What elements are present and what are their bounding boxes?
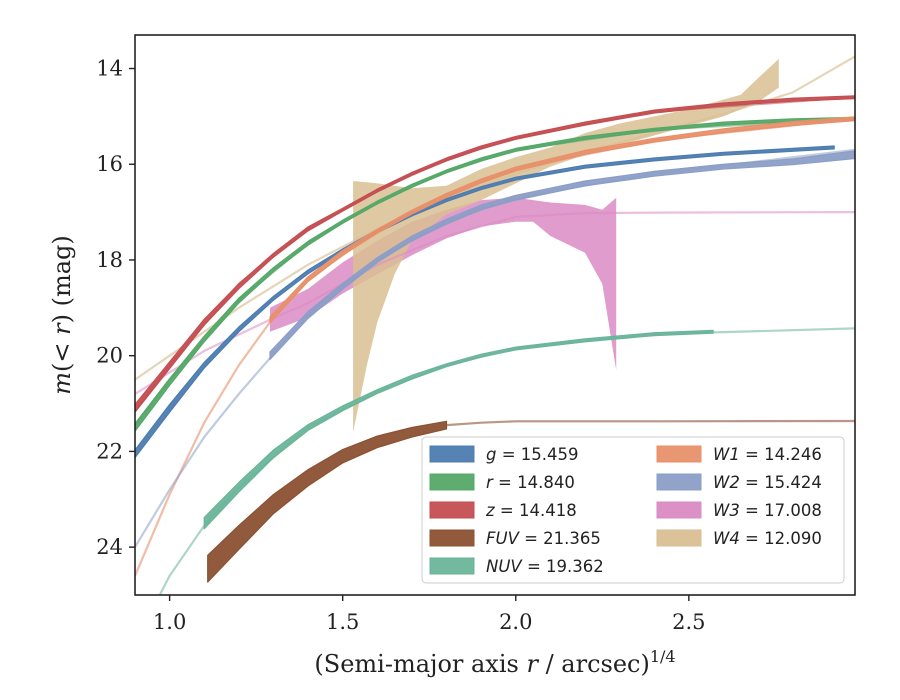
- series-z-band: [135, 95, 855, 413]
- x-tick-label: 1.5: [326, 610, 359, 634]
- y-tick-label: 16: [96, 152, 123, 176]
- legend-swatch: [656, 501, 702, 519]
- y-axis-label: m(< r) (mag): [48, 235, 76, 395]
- series-g-band: [135, 145, 835, 459]
- y-tick-label: 22: [96, 439, 123, 463]
- legend-entry-label: z = 14.418: [485, 501, 577, 520]
- x-tick-label: 2.0: [499, 610, 532, 634]
- legend-swatch: [656, 473, 702, 491]
- series-r-band: [135, 116, 855, 432]
- legend-swatch: [429, 501, 475, 519]
- series-w1-band: [269, 116, 855, 324]
- legend-entry-label: FUV = 21.365: [486, 529, 601, 548]
- legend-entry-label: NUV = 19.362: [486, 557, 604, 576]
- legend-entry-label: W2 = 15.424: [713, 473, 822, 492]
- legend-swatch: [656, 529, 702, 547]
- legend-swatch: [656, 445, 702, 463]
- y-tick-label: 20: [96, 344, 123, 368]
- legend-entry-label: W3 = 17.008: [713, 501, 822, 520]
- plot-area: [135, 55, 855, 595]
- legend: g = 15.459 r = 14.840 z = 14.418 FUV = 21.3…: [421, 436, 845, 584]
- legend-swatch: [429, 473, 475, 491]
- legend-swatch: [429, 445, 475, 463]
- legend-entry-label: W1 = 14.246: [713, 445, 822, 464]
- y-tick-label: 18: [96, 248, 123, 272]
- series-w3-band: [270, 197, 617, 370]
- plot-frame: [134, 34, 856, 596]
- x-axis-label: (Semi-major axis r / arcsec)1/4: [314, 647, 675, 678]
- y-tick-label: 24: [96, 535, 123, 559]
- legend-swatch: [429, 529, 475, 547]
- series-w2-band: [269, 150, 855, 361]
- series-fuv-band: [207, 420, 448, 583]
- legend-entry-label: g = 15.459: [486, 445, 579, 464]
- model-curve-8: [445, 419, 855, 427]
- series-w4-band: [353, 58, 779, 433]
- x-tick-label: 2.5: [672, 610, 705, 634]
- axes: 1.0 1.5 2.0 2.5 14 16 18 20 22 24: [96, 57, 705, 634]
- legend-swatch: [429, 557, 475, 575]
- model-curve-5: [135, 211, 855, 396]
- legend-entry-label: W4 = 12.090: [713, 529, 822, 548]
- y-tick-label: 14: [96, 57, 123, 81]
- legend-box: [421, 436, 845, 584]
- legend-entry-label: r = 14.840: [486, 473, 575, 492]
- x-tick-label: 1.0: [153, 610, 186, 634]
- series-nuv-band: [203, 329, 714, 530]
